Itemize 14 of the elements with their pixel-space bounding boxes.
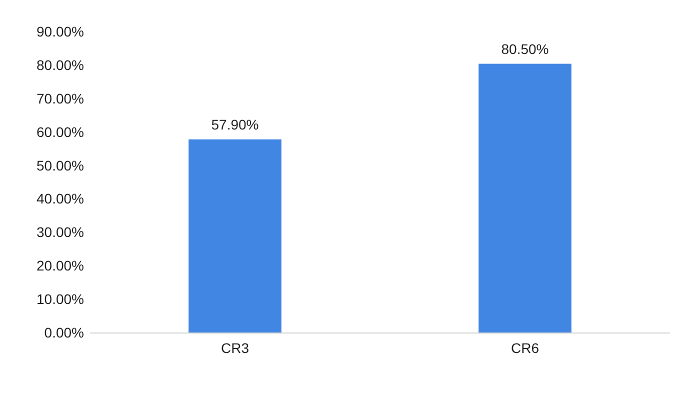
- y-tick-label: 70.00%: [36, 90, 84, 106]
- y-tick-label: 0.00%: [44, 324, 84, 340]
- y-tick-label: 10.00%: [36, 291, 84, 308]
- y-tick-label: 40.00%: [36, 190, 84, 207]
- data-label: 57.90%: [211, 116, 259, 132]
- y-tick-label: 20.00%: [36, 258, 84, 274]
- y-tick-label: 90.00%: [36, 23, 84, 40]
- y-tick-label: 30.00%: [36, 224, 84, 240]
- y-tick-label: 50.00%: [36, 157, 84, 174]
- x-tick-label: CR3: [220, 340, 250, 356]
- x-tick-label: CR6: [510, 340, 540, 356]
- y-tick-label: 80.00%: [36, 56, 84, 73]
- data-label: 80.50%: [501, 40, 549, 57]
- y-tick-label: 60.00%: [36, 124, 84, 140]
